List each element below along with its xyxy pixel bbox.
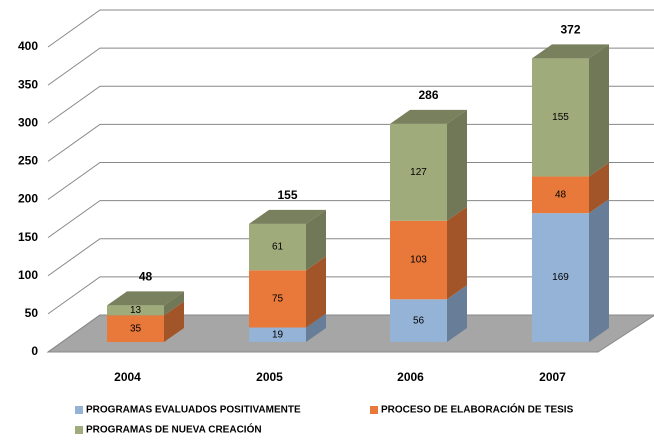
legend-label: PROCESO DE ELABORACIÓN DE TESIS — [381, 403, 574, 416]
grid-line — [47, 123, 654, 162]
y-tick-label: 400 — [18, 39, 38, 53]
legend-label: PROGRAMAS EVALUADOS POSITIVAMENTE — [86, 405, 301, 416]
value-label: 56 — [413, 315, 425, 326]
total-label: 48 — [139, 270, 153, 284]
bar-side — [306, 209, 326, 271]
x-tick-label: 2007 — [539, 370, 566, 384]
y-tick-label: 0 — [31, 344, 38, 358]
grid-line — [47, 238, 654, 277]
y-tick-label: 350 — [18, 77, 38, 91]
bar-segment — [390, 299, 447, 342]
bar-side — [164, 301, 184, 342]
x-tick-label: 2004 — [114, 370, 141, 384]
value-label: 35 — [130, 323, 142, 334]
grid-line — [47, 85, 654, 124]
x-tick-label: 2006 — [397, 370, 424, 384]
legend-swatch — [75, 406, 83, 414]
legend-label: PROGRAMAS DE NUEVA CREACIÓN — [86, 423, 262, 436]
bar-top — [390, 109, 467, 124]
grid-line — [47, 47, 654, 86]
grid-line — [47, 162, 654, 200]
legend-swatch — [370, 406, 378, 414]
grid-line — [47, 314, 654, 353]
bar-side — [447, 206, 467, 300]
legend-swatch — [75, 426, 83, 434]
bar-segment — [249, 327, 306, 342]
grid-line — [47, 9, 654, 48]
value-label: 155 — [552, 112, 569, 123]
bar-side — [589, 44, 609, 177]
bar-segment — [249, 270, 306, 328]
bar-segment — [390, 220, 447, 300]
bar-side — [447, 285, 467, 342]
bar-segment — [532, 213, 589, 342]
value-label: 75 — [272, 294, 284, 305]
value-label: 103 — [410, 255, 427, 266]
bar-top — [107, 291, 184, 306]
y-tick-label: 300 — [18, 115, 38, 129]
grid-line — [47, 200, 654, 239]
x-tick-label: 2005 — [256, 370, 283, 384]
value-label: 61 — [272, 242, 284, 253]
bar-segment — [249, 223, 306, 271]
bar-top — [532, 44, 609, 59]
bar-side — [589, 199, 609, 342]
value-label: 169 — [552, 272, 569, 283]
bar-segment — [390, 123, 447, 221]
bar-side — [306, 313, 326, 342]
y-tick-label: 200 — [18, 192, 38, 206]
bar-segment — [107, 315, 164, 342]
bar-side — [306, 256, 326, 328]
total-label: 372 — [560, 23, 580, 37]
total-label: 286 — [418, 88, 438, 102]
bar-top — [249, 209, 326, 224]
bar-side — [164, 291, 184, 316]
bar-side — [589, 162, 609, 214]
value-label: 19 — [272, 329, 284, 340]
y-tick-label: 50 — [25, 306, 39, 320]
y-tick-label: 100 — [18, 268, 38, 282]
y-tick-label: 150 — [18, 230, 38, 244]
value-label: 13 — [130, 305, 142, 316]
total-label: 155 — [277, 188, 297, 202]
y-tick-label: 250 — [18, 154, 38, 168]
grid-line — [47, 276, 654, 315]
value-label: 127 — [410, 167, 427, 178]
value-label: 48 — [555, 189, 567, 200]
bar-side — [447, 109, 467, 221]
bar-segment — [532, 58, 589, 177]
bar-segment — [107, 305, 164, 316]
bar-segment — [532, 176, 589, 214]
